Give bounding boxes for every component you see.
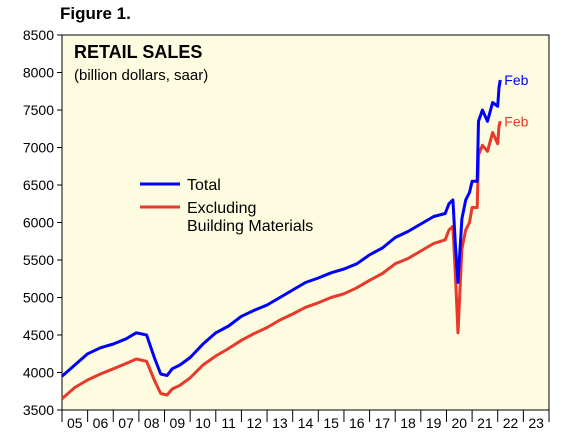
y-tick-label: 8000 bbox=[23, 65, 54, 81]
legend-label-excluding: Excluding Building Materials bbox=[187, 200, 313, 235]
end-label-0: Feb bbox=[504, 72, 528, 88]
y-tick-label: 3500 bbox=[23, 402, 54, 418]
x-tick-label: 05 bbox=[67, 415, 83, 431]
x-tick-label: 13 bbox=[272, 415, 288, 431]
legend-label-total: Total bbox=[187, 177, 221, 194]
y-tick-label: 7500 bbox=[23, 102, 54, 118]
legend: Total Excluding Building Materials bbox=[140, 177, 313, 235]
x-tick-label: 16 bbox=[349, 415, 365, 431]
y-tick-label: 6500 bbox=[23, 177, 54, 193]
y-tick-label: 4000 bbox=[23, 365, 54, 381]
x-tick-label: 06 bbox=[93, 415, 109, 431]
x-tick-label: 21 bbox=[477, 415, 493, 431]
x-tick-label: 07 bbox=[118, 415, 134, 431]
series-line-excluding-building-materials bbox=[61, 120, 502, 400]
series-layer: Feb Feb bbox=[61, 72, 529, 400]
y-tick-label: 5500 bbox=[23, 252, 54, 268]
figure-label: Figure 1. bbox=[60, 4, 131, 23]
x-tick-label: 09 bbox=[170, 415, 186, 431]
x-tick-label: 15 bbox=[323, 415, 339, 431]
x-tick-label: 14 bbox=[298, 415, 314, 431]
axis-layer: 3500 4000 4500 5000 5500 6000 6500 7000 7500 8000… bbox=[23, 27, 550, 431]
chart-title: RETAIL SALES bbox=[74, 42, 202, 62]
y-tick-label: 7000 bbox=[23, 140, 54, 156]
x-tick-label: 17 bbox=[375, 415, 391, 431]
y-tick-label: 4500 bbox=[23, 327, 54, 343]
y-tick-label: 8500 bbox=[23, 27, 54, 43]
chart-subtitle: (billion dollars, saar) bbox=[74, 67, 208, 84]
x-tick-label: 11 bbox=[221, 415, 236, 431]
y-tick-label: 6000 bbox=[23, 215, 54, 231]
x-tick-label: 19 bbox=[426, 415, 442, 431]
series-line-total bbox=[61, 79, 502, 378]
x-tick-label: 22 bbox=[503, 415, 519, 431]
x-tick-label: 20 bbox=[452, 415, 468, 431]
y-tick-label: 5000 bbox=[23, 290, 54, 306]
end-label-1: Feb bbox=[504, 113, 528, 129]
x-tick-label: 18 bbox=[400, 415, 416, 431]
x-tick-label: 23 bbox=[528, 415, 544, 431]
x-tick-label: 10 bbox=[195, 415, 211, 431]
x-tick-label: 12 bbox=[246, 415, 262, 431]
x-tick-label: 08 bbox=[144, 415, 160, 431]
